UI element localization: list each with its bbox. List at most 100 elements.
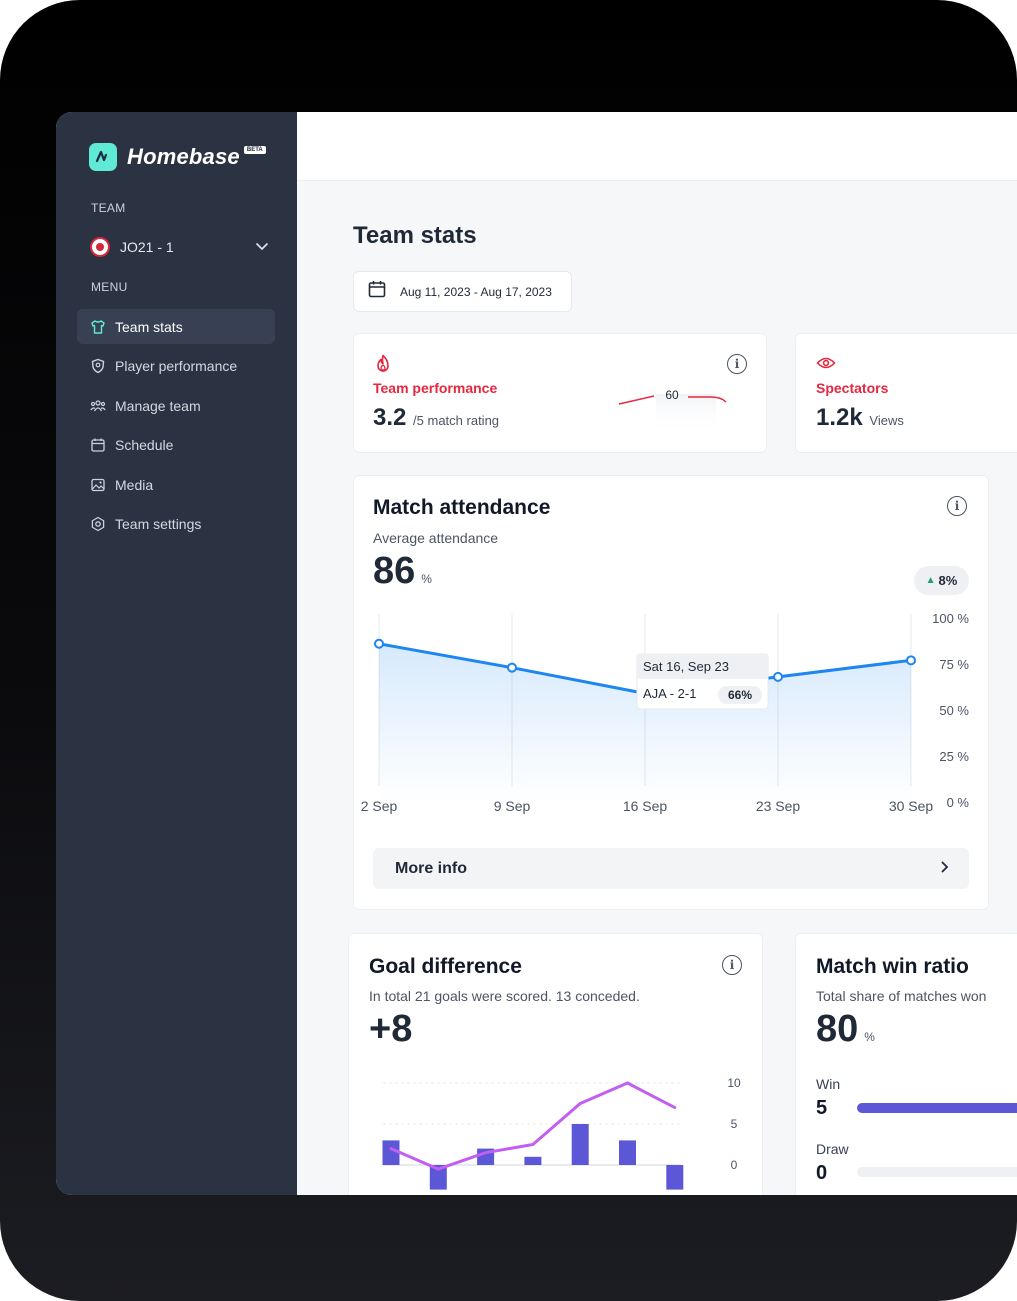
app-window: Homebase BETA TEAM JO21 - 1 MENU Team st…: [56, 112, 1017, 1195]
win-bar-track: [857, 1103, 1017, 1113]
data-point: [773, 671, 783, 682]
more-info-label: More info: [395, 859, 467, 877]
win-ratio-card: Match win ratio Total share of matches w…: [795, 933, 1017, 1195]
info-icon[interactable]: i: [727, 354, 747, 374]
draw-bar-track: [857, 1167, 1017, 1177]
attendance-unit: %: [421, 572, 432, 586]
arrow-up-icon: ▲: [925, 575, 936, 586]
data-point: [906, 655, 916, 666]
top-bar: [297, 112, 1017, 181]
flame-icon: [374, 354, 392, 379]
eye-icon: [816, 356, 836, 375]
y-tick-label: 75 %: [939, 657, 969, 672]
sidebar-item-schedule[interactable]: Schedule: [77, 428, 275, 463]
win-bar-fill: [857, 1103, 1017, 1113]
y-tick-label: 0 %: [947, 795, 970, 810]
app-name: Homebase: [127, 144, 240, 169]
spectators-unit: Views: [869, 413, 904, 428]
beta-badge: BETA: [243, 146, 266, 154]
users-icon: [90, 398, 106, 414]
team-name: JO21 - 1: [120, 239, 174, 255]
match-attendance-card: Match attendance i Average attendance 86…: [353, 475, 989, 910]
goal-difference-value: +8: [369, 1008, 413, 1050]
win-ratio-subtitle: Total share of matches won: [816, 988, 987, 1004]
spectators-label: Spectators: [816, 380, 889, 396]
trend-badge: ▲ 8%: [914, 566, 969, 595]
sidebar-item-team-stats[interactable]: Team stats: [77, 309, 275, 344]
spectators-card: Spectators 1.2k Views: [795, 333, 1017, 453]
attendance-area: [379, 643, 911, 802]
sparkline-value: 60: [665, 388, 679, 402]
date-range-picker[interactable]: Aug 11, 2023 - Aug 17, 2023: [353, 271, 572, 312]
sidebar-item-label: Team stats: [115, 318, 183, 335]
team-performance-unit: /5 match rating: [413, 413, 500, 428]
team-selector[interactable]: JO21 - 1: [90, 235, 268, 259]
draw-value: 0: [816, 1162, 828, 1184]
tooltip-value-pill: [718, 686, 762, 704]
y-tick-label: 50 %: [939, 703, 969, 718]
goal-difference-card: Goal difference i In total 21 goals were…: [348, 933, 763, 1195]
win-label: Win: [816, 1076, 841, 1092]
goal-bar: [619, 1140, 636, 1165]
y-tick-label: 0: [731, 1158, 738, 1172]
attendance-subtitle: Average attendance: [373, 530, 499, 546]
more-info-button[interactable]: More info: [373, 848, 969, 889]
attendance-chart: 2 Sep 9 Sep 16 Sep 23 Sep 30 Sep 100 % 75 % 50 …: [361, 611, 970, 814]
sidebar-item-player-performance[interactable]: Player performance: [77, 349, 275, 384]
y-tick-label: 25 %: [939, 749, 969, 764]
x-tick-label: 16 Sep: [623, 798, 668, 814]
sidebar-item-manage-team[interactable]: Manage team: [77, 388, 275, 423]
win-value: 5: [816, 1097, 828, 1119]
sidebar-item-team-settings[interactable]: Team settings: [77, 507, 275, 542]
gear-icon: [90, 516, 106, 532]
attendance-tooltip: Sat 16, Sep 23 AJA - 2-1 66%: [636, 653, 769, 710]
team-performance-value: 3.2 /5 match rating: [373, 404, 500, 431]
chevron-down-icon: [256, 240, 268, 254]
team-performance-label: Team performance: [373, 380, 498, 396]
sidebar-item-label: Schedule: [115, 437, 174, 453]
goal-bar: [382, 1140, 400, 1165]
info-icon[interactable]: i: [947, 496, 967, 516]
goal-bar: [429, 1165, 447, 1190]
tooltip-date: Sat 16, Sep 23: [643, 659, 729, 674]
goal-difference-chart: 10 5 0: [382, 1076, 741, 1190]
shield-icon: [90, 358, 106, 374]
sidebar-item-label: Team settings: [115, 516, 202, 532]
shirt-icon: [90, 319, 106, 335]
data-point: [374, 638, 384, 649]
win-ratio-value: 80%: [816, 1008, 875, 1050]
sidebar-item-label: Manage team: [115, 397, 201, 414]
goal-difference-title: Goal difference: [369, 955, 522, 978]
tooltip-header: [637, 654, 768, 679]
sidebar-item-label: Player performance: [115, 358, 238, 374]
goal-bar: [524, 1156, 542, 1165]
logo-mark-icon: [89, 143, 117, 171]
team-performance-card: Team performance 3.2 /5 match rating 60 …: [353, 333, 767, 453]
calendar-icon: [90, 437, 106, 453]
sidebar-item-media[interactable]: Media: [77, 467, 275, 502]
x-tick-label: 30 Sep: [889, 798, 934, 814]
sidebar-item-label: Media: [115, 476, 154, 493]
y-tick-label: 100 %: [932, 611, 969, 626]
chevron-right-icon: [941, 860, 949, 878]
attendance-value: 86%: [373, 550, 432, 592]
x-tick-label: 9 Sep: [494, 798, 531, 814]
menu-section-label: MENU: [91, 280, 128, 294]
info-icon[interactable]: i: [722, 955, 742, 975]
win-ratio-unit: %: [864, 1030, 875, 1044]
spectators-value: 1.2k Views: [816, 404, 904, 431]
x-tick-label: 23 Sep: [756, 798, 801, 814]
logo[interactable]: Homebase BETA: [89, 143, 266, 171]
team-crest-icon: [90, 237, 110, 257]
image-icon: [90, 477, 106, 493]
y-tick-label: 10: [727, 1076, 741, 1090]
goal-difference-subtitle: In total 21 goals were scored. 13 conced…: [369, 988, 640, 1004]
sparkline-right-segment: [688, 396, 727, 403]
goal-bar: [571, 1124, 589, 1165]
y-tick-label: 5: [731, 1117, 738, 1131]
x-tick-label: 2 Sep: [361, 798, 398, 814]
tooltip-value: 66%: [728, 688, 752, 702]
sparkline-left-segment: [618, 395, 655, 405]
data-point: [507, 662, 517, 673]
